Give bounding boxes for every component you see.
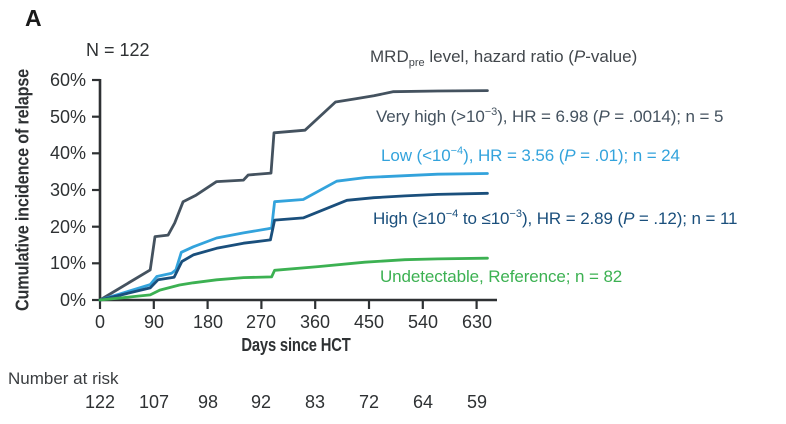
number-at-risk-value: 72 xyxy=(358,392,380,412)
text-segment: ), HR = 6.98 ( xyxy=(497,107,599,126)
text-segment: pre xyxy=(408,57,425,69)
text-segment: level, hazard ratio ( xyxy=(424,47,574,66)
y-tick-label: 40% xyxy=(49,143,86,163)
x-tick-label: 90 xyxy=(143,312,165,332)
y-tick-label: 0% xyxy=(59,290,86,310)
legend-entry-low: Low (<10−4), HR = 3.56 (P = .01); n = 24 xyxy=(381,145,680,166)
x-axis-title: Days since HCT xyxy=(241,335,351,355)
sample-size-label: N = 122 xyxy=(86,40,150,60)
curves-group xyxy=(98,89,489,302)
text-segment: −3 xyxy=(509,208,522,220)
number-at-risk-value: 92 xyxy=(250,392,272,412)
text-segment: P xyxy=(598,107,610,126)
legend-entry-undetectable: Undetectable, Reference; n = 82 xyxy=(380,267,622,287)
text-segment: −4 xyxy=(450,145,464,157)
x-tick-marks xyxy=(98,301,478,309)
legend-title: MRDpre level, hazard ratio (P-value) xyxy=(370,47,637,69)
text-segment: ), HR = 3.56 ( xyxy=(463,146,565,165)
text-segment: MRD xyxy=(370,47,409,66)
number-at-risk-value: 83 xyxy=(304,392,326,412)
y-tick-label: 30% xyxy=(49,180,86,200)
number-at-risk-value: 122 xyxy=(84,392,116,412)
text-segment: Very high (>10 xyxy=(376,107,485,126)
curve-high xyxy=(98,191,489,302)
legend-entry-very-high: Very high (>10−3), HR = 6.98 (P = .0014)… xyxy=(376,106,723,127)
text-segment: -value) xyxy=(585,47,638,66)
y-tick-label: 10% xyxy=(49,253,86,273)
y-tick-label: 50% xyxy=(49,107,86,127)
y-tick-label: 60% xyxy=(49,70,86,90)
panel-label: A xyxy=(25,5,43,31)
text-segment: P xyxy=(623,209,635,228)
number-at-risk-value: 107 xyxy=(138,392,170,412)
number-at-risk-label: Number at risk xyxy=(8,369,119,388)
x-tick-label: 630 xyxy=(461,312,493,332)
x-tick-label: 0 xyxy=(94,312,105,332)
text-segment: = .0014); n = 5 xyxy=(609,107,724,126)
text-segment: P xyxy=(573,47,586,66)
x-tick-label: 360 xyxy=(299,312,331,332)
text-segment: −4 xyxy=(445,208,459,220)
x-tick-label: 180 xyxy=(192,312,224,332)
text-segment: P xyxy=(564,146,576,165)
legend-entry-high: High (≥10−4 to ≤10−3), HR = 2.89 (P = .1… xyxy=(373,208,738,229)
x-tick-label: 450 xyxy=(353,312,385,332)
text-segment: = .01); n = 24 xyxy=(575,146,680,165)
text-segment: High (≥10 xyxy=(373,209,446,228)
text-segment: −3 xyxy=(484,106,498,118)
text-segment: to ≤10 xyxy=(458,209,510,228)
curve-low xyxy=(98,172,489,302)
number-at-risk-value: 59 xyxy=(466,392,488,412)
number-at-risk-value: 64 xyxy=(412,392,434,412)
x-tick-label: 540 xyxy=(407,312,439,332)
text-segment: Low (<10 xyxy=(381,146,451,165)
text-segment: Undetectable, Reference; n = 82 xyxy=(380,267,623,286)
text-segment: ), HR = 2.89 ( xyxy=(521,209,624,228)
number-at-risk-value: 98 xyxy=(197,392,219,412)
curve-very-high xyxy=(98,89,489,302)
text-segment: = .12); n = 11 xyxy=(634,209,738,228)
y-tick-marks xyxy=(92,78,100,302)
curve-undetectable xyxy=(98,256,489,302)
x-tick-label: 270 xyxy=(245,312,277,332)
y-tick-label: 20% xyxy=(49,217,86,237)
